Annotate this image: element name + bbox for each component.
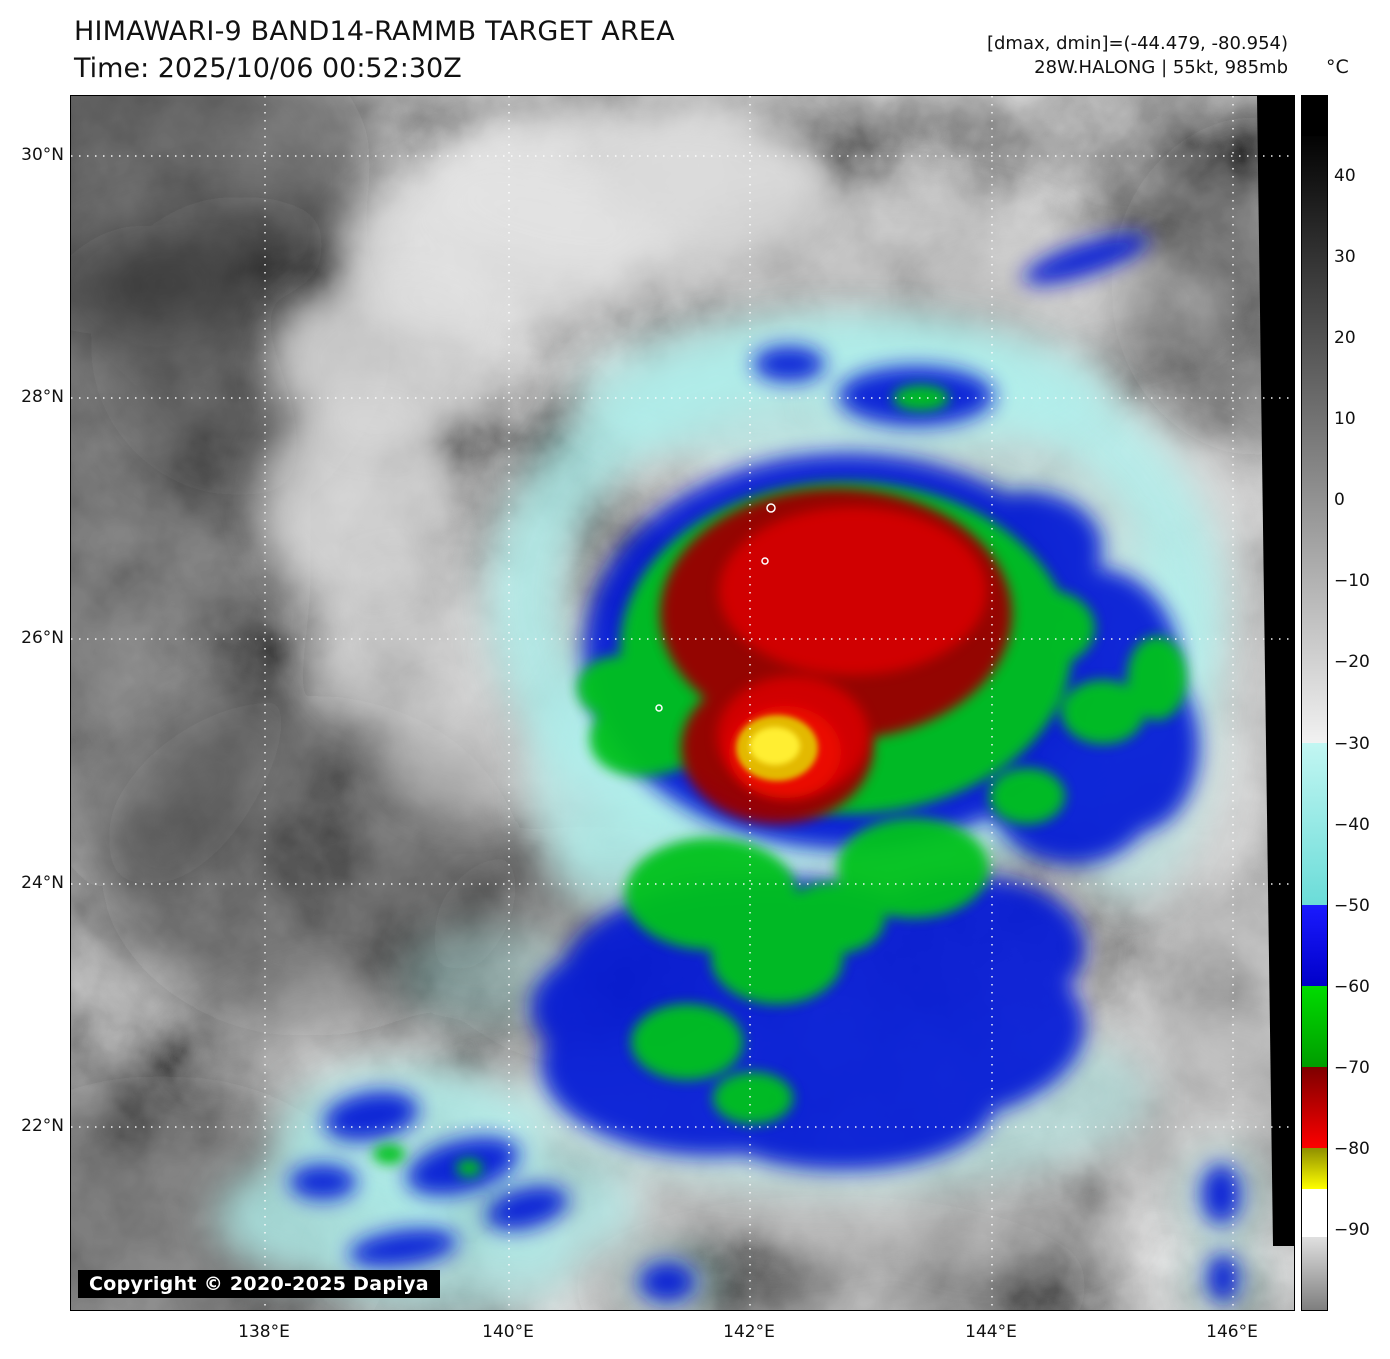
colorbar-segment [1302,96,1327,138]
colorbar-segment [1302,1148,1327,1190]
colorbar-segment [1302,1067,1327,1149]
graticule [71,96,1294,1310]
satellite-map: Copyright © 2020-2025 Dapiya [70,95,1295,1311]
colorbar-tick-label: −40 [1334,814,1370,835]
colorbar [1301,95,1328,1311]
colorbar-tick-label: −20 [1334,652,1370,673]
colorbar-tick-label: −50 [1334,895,1370,916]
colorbar-tick-label: 0 [1334,490,1345,511]
scan-edge-wedge [1257,96,1294,1246]
colorbar-tick-label: 10 [1334,409,1356,430]
timestamp: Time: 2025/10/06 00:52:30Z [74,53,462,84]
lon-label: 138°E [238,1322,290,1342]
colorbar-tick-label: 20 [1334,328,1356,349]
colorbar-segment [1302,136,1327,745]
colorbar-unit-label: °C [1326,56,1349,78]
colorbar-tick-label: 40 [1334,166,1356,187]
colorbar-segment [1302,1237,1327,1310]
colorbar-tick-label: −30 [1334,733,1370,754]
lon-label: 140°E [482,1322,534,1342]
lat-label: 28°N [21,387,64,407]
colorbar-tick-label: −70 [1334,1057,1370,1078]
product-title: HIMAWARI-9 BAND14-RAMMB TARGET AREA [74,16,675,47]
storm-cold-core [660,488,1012,824]
island-coastlines [655,503,776,712]
colorbar-segment [1302,986,1327,1068]
lon-label: 146°E [1206,1322,1258,1342]
dmax-dmin-readout: [dmax, dmin]=(-44.479, -80.954) [986,33,1288,54]
lat-label: 26°N [21,628,64,648]
colorbar-tick-label: −60 [1334,976,1370,997]
colorbar-tick-label: 30 [1334,247,1356,268]
lat-label: 24°N [21,873,64,893]
lon-label: 144°E [965,1322,1017,1342]
storm-info: 28W.HALONG | 55kt, 985mb [1034,57,1288,79]
copyright-badge: Copyright © 2020-2025 Dapiya [78,1270,440,1298]
lat-label: 22°N [21,1116,64,1136]
lon-label: 142°E [723,1322,775,1342]
colorbar-tick-label: −10 [1334,571,1370,592]
colorbar-tick-label: −90 [1334,1219,1370,1240]
satellite-image [71,96,1294,1310]
colorbar-segment [1302,1188,1327,1238]
colorbar-tick-label: −80 [1334,1138,1370,1159]
header-right: [dmax, dmin]=(-44.479, -80.954) 28W.HALO… [987,32,1288,81]
colorbar-segment [1302,905,1327,987]
colorbar-segment [1302,743,1327,906]
lat-label: 30°N [21,145,64,165]
